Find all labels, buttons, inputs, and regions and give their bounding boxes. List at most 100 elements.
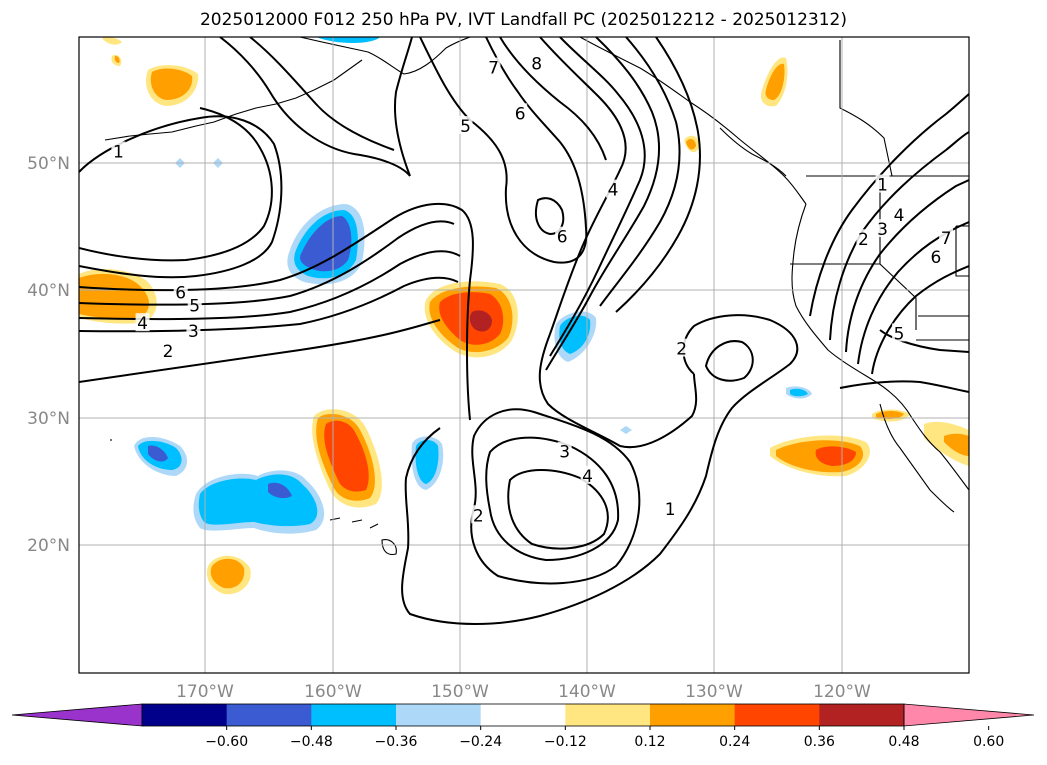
contour-label-bg [513,103,528,122]
contour-line [499,37,607,161]
contour-label: 3 [877,220,888,240]
contour-line [507,469,609,550]
colorbar-segment [650,704,736,726]
contour-line [845,179,969,353]
contour-label: 1 [877,176,888,196]
pv-blob [150,68,193,100]
colorbar-extend-low [11,703,143,727]
contour-line [79,107,273,262]
contour-label: 4 [894,206,905,226]
contour-label: 8 [531,55,542,75]
contour-label: 2 [858,230,869,250]
hawaii [329,517,397,556]
colorbar-tick-labels: −0.60 −0.48 −0.36 −0.24 −0.12 0.12 0.24 0.36 0.4… [205,726,1004,750]
contour-label: 1 [665,500,676,520]
contour-label: 4 [608,181,619,201]
colorbar-frame [141,703,905,727]
coastlines [104,37,969,556]
contour-label-bg [674,338,689,357]
colorbar-tick-label: 0.24 [719,734,750,750]
baja [879,403,955,513]
bc-islands [719,127,787,177]
pv-blob [198,474,318,527]
contour-label-bg [135,313,150,332]
contour-line [219,37,411,177]
pv-blob [620,426,632,434]
gridlines [79,37,969,673]
lat-tick-label: 50°N [27,154,70,174]
lon-tick-label: 150°W [431,682,489,702]
contour-label: 6 [515,104,526,124]
contour-label-bg [111,141,126,160]
contour-label-bg [875,174,890,193]
panhandle [579,37,807,205]
colorbar-tick-label: −0.36 [375,734,418,750]
contour-label-bg [161,341,175,360]
contour-line [79,250,461,321]
contour-label: 5 [460,117,471,137]
pv-blob [79,273,149,319]
contour-label-bg [580,465,595,484]
contour-label-bg [529,53,544,72]
chart-title: 2025012000 F012 250 hPa PV, IVT Landfall… [199,10,847,30]
contour-label: 4 [582,467,593,487]
pv-blob [148,445,168,462]
pv-blob [210,558,245,589]
contour-line [545,37,660,371]
pv-blob [300,216,352,272]
contour-label: 6 [175,284,186,304]
state-line [879,176,917,330]
contour-line [79,319,441,383]
contour-label: 5 [189,296,200,316]
pv-blob [765,63,785,100]
state-line [839,40,893,177]
contour-label-bg [928,247,943,266]
colorbar-segment [226,704,312,726]
pv-blob [559,315,591,354]
contour-label-bg [856,229,871,248]
colorbar-segment [396,704,482,726]
contour-label-bg [892,205,907,224]
colorbar-tick-label: −0.24 [459,734,502,750]
contour-label-bg [458,116,473,135]
contour-line [615,37,701,313]
contour-label: 2 [676,340,687,360]
lon-tick-label: 170°W [176,682,234,702]
longitude-labels: 170°W 160°W 150°W 140°W 130°W 120°W [176,682,871,702]
contour-label-bg [471,505,486,524]
colorbar-segment [565,704,651,726]
contour-label-bg [892,323,907,342]
colorbar-extend-high [903,703,1035,727]
colorbar [11,703,1035,727]
pv-blob [790,388,808,397]
contour-line [829,131,969,341]
lon-tick-label: 140°W [558,682,616,702]
aleutians [104,59,363,141]
latitude-labels: 50°N 40°N 30°N 20°N [27,154,70,556]
colorbar-tick-label: 0.48 [888,734,919,750]
contour-line [79,115,283,279]
colorbar-tick-label: −0.12 [544,734,587,750]
lon-tick-label: 160°W [304,682,362,702]
contour-line [704,340,754,382]
contour-line [79,220,455,306]
contour-line [79,202,474,421]
contour-label-bg [555,226,570,245]
contour-line [599,37,681,307]
contour-label-bg [186,320,201,339]
contour-label: 7 [488,59,499,79]
contour-label: 6 [557,228,568,248]
contour-line [871,265,969,375]
pv-blob [944,433,969,456]
lat-tick-label: 40°N [27,281,70,301]
contour-label-bg [173,282,188,301]
contour-line [809,93,969,317]
contour-label: 7 [941,229,952,249]
lat-tick-label: 20°N [27,536,70,556]
colorbar-segment [734,704,820,726]
contour-label: 2 [473,506,484,526]
map-frame [78,36,970,674]
pv-blob [815,446,856,466]
